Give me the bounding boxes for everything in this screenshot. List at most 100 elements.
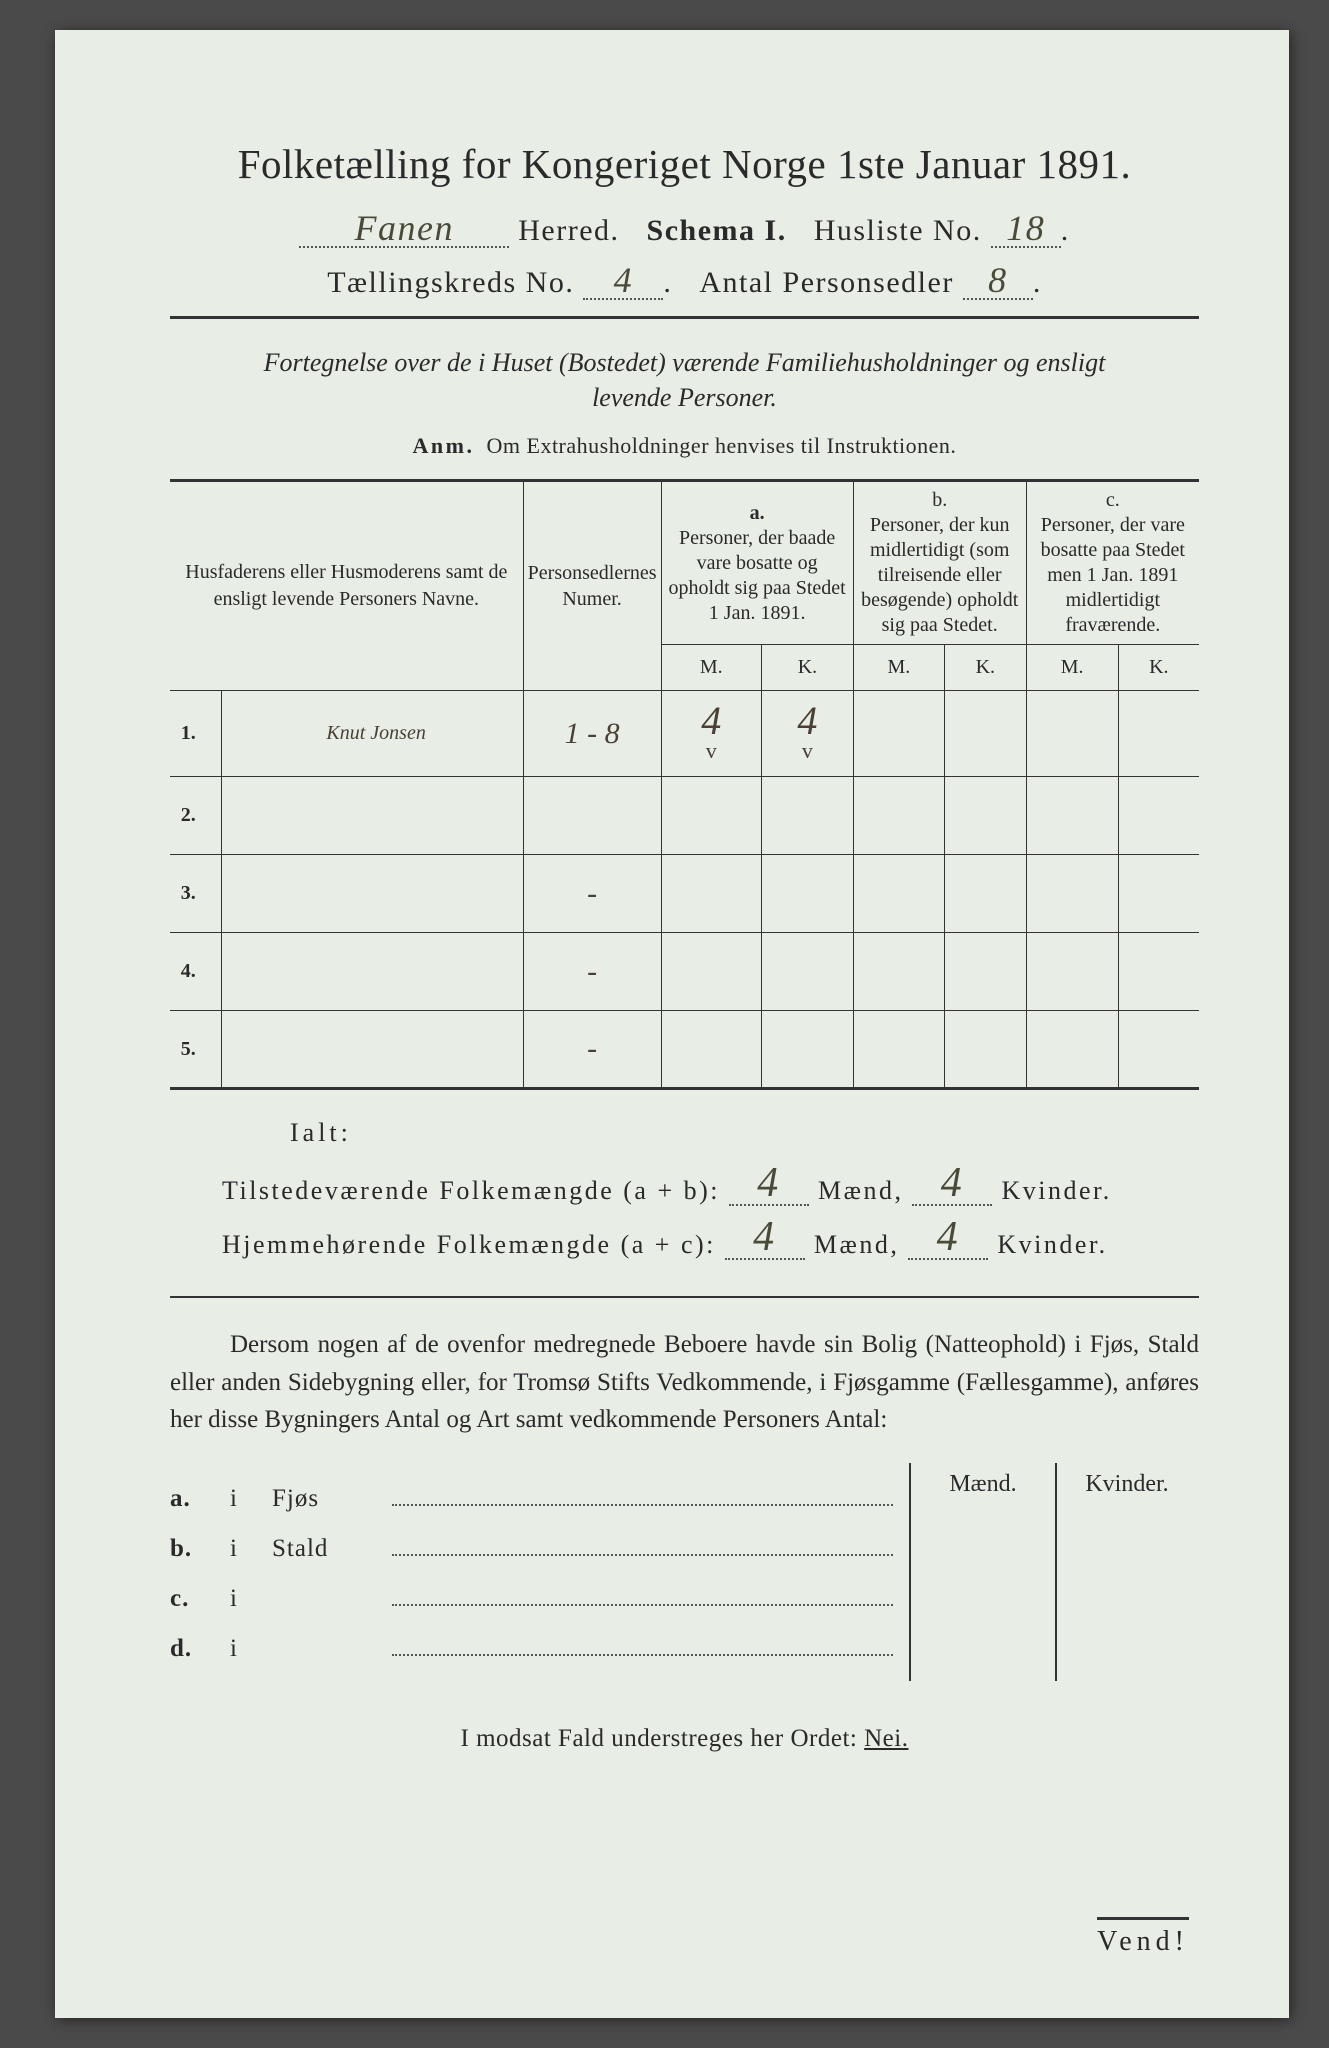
col-b-m: M. xyxy=(853,645,944,691)
header-line-3: Tællingskreds No. 4. Antal Personsedler … xyxy=(170,262,1199,300)
table-row: 3.- xyxy=(170,855,1199,933)
maend-header: Mænd. xyxy=(911,1471,1055,1498)
name-cell xyxy=(221,777,523,855)
abcd-line: d.i xyxy=(170,1631,893,1663)
kvinder-label: Kvinder. xyxy=(1001,1176,1111,1205)
dotted-line xyxy=(392,1581,893,1606)
b-m-cell xyxy=(853,777,944,855)
dotted-line xyxy=(392,1481,893,1506)
a-m-cell: 4v xyxy=(661,691,762,777)
husliste-label: Husliste No. xyxy=(814,214,982,248)
c-m-cell xyxy=(1026,1011,1118,1089)
b-m-cell xyxy=(853,933,944,1011)
modsatt-line: I modsat Fald understreges her Ordet: Ne… xyxy=(170,1725,1199,1753)
a-k-cell xyxy=(762,933,854,1011)
bottom-block: a.iFjøsb.iStaldc.id.i Mænd. Kvinder. xyxy=(170,1463,1199,1681)
anm-text: Om Extrahusholdninger henvises til Instr… xyxy=(487,433,957,458)
c-k-cell xyxy=(1118,855,1199,933)
abcd-letter: a. xyxy=(170,1485,230,1513)
col-c-k: K. xyxy=(1118,645,1199,691)
numer-cell xyxy=(523,777,661,855)
tilstede-label: Tilstedeværende Folkemængde (a + b): xyxy=(222,1176,720,1205)
abcd-word: Stald xyxy=(272,1535,392,1563)
hjemme-m: 4 xyxy=(725,1216,805,1260)
col-c-text: Personer, der vare bosatte paa Stedet me… xyxy=(1041,514,1185,636)
col-b-text: Personer, der kun midlertidigt (som tilr… xyxy=(861,514,1018,636)
vend-label: Vend! xyxy=(1097,1917,1189,1958)
a-m-cell xyxy=(661,777,762,855)
page-title: Folketælling for Kongeriget Norge 1ste J… xyxy=(170,140,1199,188)
divider-2 xyxy=(170,1296,1199,1298)
abcd-i: i xyxy=(230,1535,272,1563)
a-k-cell xyxy=(762,1011,854,1089)
col-numer: Personsedlernes Numer. xyxy=(528,562,657,610)
b-k-cell xyxy=(944,933,1026,1011)
a-m-cell xyxy=(661,855,762,933)
c-m-cell xyxy=(1026,691,1118,777)
c-m-cell xyxy=(1026,933,1118,1011)
kreds-no: 4 xyxy=(583,262,663,300)
row-number: 1. xyxy=(170,691,221,777)
scan-frame: Folketælling for Kongeriget Norge 1ste J… xyxy=(0,0,1329,2048)
row-number: 2. xyxy=(170,777,221,855)
maend-label2: Mænd, xyxy=(814,1230,899,1259)
tilstede-line: Tilstedeværende Folkemængde (a + b): 4 M… xyxy=(222,1162,1199,1206)
abcd-letter: c. xyxy=(170,1585,230,1613)
a-k-cell xyxy=(762,777,854,855)
kreds-label: Tællingskreds No. xyxy=(327,266,574,300)
dotted-line xyxy=(392,1631,893,1656)
b-m-cell xyxy=(853,855,944,933)
b-m-cell xyxy=(853,1011,944,1089)
modsatt-text: I modsat Fald understreges her Ordet: xyxy=(461,1725,858,1752)
abcd-i: i xyxy=(230,1585,272,1613)
b-m-cell xyxy=(853,691,944,777)
name-cell: Knut Jonsen xyxy=(221,691,523,777)
hjemme-line: Hjemmehørende Folkemængde (a + c): 4 Mæn… xyxy=(222,1216,1199,1260)
mk-divider xyxy=(1055,1463,1057,1681)
col-a-m: M. xyxy=(661,645,762,691)
herred-handwritten: Fanen xyxy=(299,210,509,248)
col-names: Husfaderens eller Husmoderens samt de en… xyxy=(185,561,507,610)
c-k-cell xyxy=(1118,777,1199,855)
table-row: 2. xyxy=(170,777,1199,855)
abcd-i: i xyxy=(230,1635,272,1663)
col-c-m: M. xyxy=(1026,645,1118,691)
c-k-cell xyxy=(1118,933,1199,1011)
col-b-k: K. xyxy=(944,645,1026,691)
row-number: 5. xyxy=(170,1011,221,1089)
census-form-page: Folketælling for Kongeriget Norge 1ste J… xyxy=(55,30,1289,2018)
col-b-label: b. xyxy=(932,489,947,511)
household-table: Husfaderens eller Husmoderens samt de en… xyxy=(170,479,1199,1090)
b-k-cell xyxy=(944,855,1026,933)
a-k-cell: 4v xyxy=(762,691,854,777)
abcd-line: b.iStald xyxy=(170,1531,893,1563)
nei-word: Nei. xyxy=(864,1725,908,1752)
col-a-label: a. xyxy=(750,502,765,524)
table-row: 1.Knut Jonsen1 - 84v4v xyxy=(170,691,1199,777)
tilstede-m: 4 xyxy=(729,1162,809,1206)
col-a-k: K. xyxy=(762,645,854,691)
name-cell xyxy=(221,933,523,1011)
kvinder-header: Kvinder. xyxy=(1055,1471,1199,1498)
b-k-cell xyxy=(944,1011,1026,1089)
b-k-cell xyxy=(944,777,1026,855)
antal-no: 8 xyxy=(963,262,1033,300)
a-m-cell xyxy=(661,933,762,1011)
dersom-paragraph: Dersom nogen af de ovenfor medregnede Be… xyxy=(170,1326,1199,1439)
table-row: 5. - xyxy=(170,1011,1199,1089)
numer-cell: - xyxy=(523,1011,661,1089)
c-m-cell xyxy=(1026,855,1118,933)
hjemme-label: Hjemmehørende Folkemængde (a + c): xyxy=(222,1230,716,1259)
name-cell xyxy=(221,855,523,933)
tilstede-k: 4 xyxy=(912,1162,992,1206)
numer-cell: - xyxy=(523,855,661,933)
col-c-label: c. xyxy=(1106,489,1120,511)
abcd-i: i xyxy=(230,1485,272,1513)
schema-label: Schema I. xyxy=(647,214,787,247)
abcd-letter: d. xyxy=(170,1635,230,1663)
fortegnelse: Fortegnelse over de i Huset (Bostedet) v… xyxy=(170,345,1199,415)
dotted-line xyxy=(392,1531,893,1556)
abcd-line: c.i xyxy=(170,1581,893,1613)
table-row: 4.- xyxy=(170,933,1199,1011)
abcd-word: Fjøs xyxy=(272,1485,392,1513)
